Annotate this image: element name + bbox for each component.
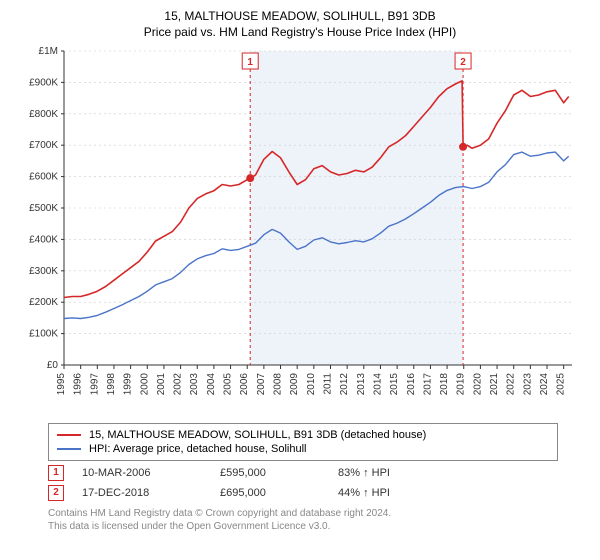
svg-text:£900K: £900K	[29, 77, 58, 88]
svg-text:2024: 2024	[539, 372, 550, 395]
chart-title-line2: Price paid vs. HM Land Registry's House …	[10, 25, 590, 39]
sale-marker-number: 2	[53, 487, 59, 498]
svg-text:2020: 2020	[472, 372, 483, 395]
legend-swatch	[57, 434, 81, 436]
legend-label: 15, MALTHOUSE MEADOW, SOLIHULL, B91 3DB …	[89, 429, 426, 441]
sale-pct: 44% ↑ HPI	[338, 487, 438, 499]
svg-text:2000: 2000	[139, 372, 150, 395]
sale-price: £595,000	[220, 467, 320, 479]
sale-pct: 83% ↑ HPI	[338, 467, 438, 479]
sale-row: 1 10-MAR-2006 £595,000 83% ↑ HPI	[48, 465, 590, 481]
svg-text:2019: 2019	[456, 372, 467, 395]
sale-row: 2 17-DEC-2018 £695,000 44% ↑ HPI	[48, 485, 590, 501]
svg-text:1999: 1999	[123, 372, 134, 395]
svg-text:2003: 2003	[189, 372, 200, 395]
legend-item: 15, MALTHOUSE MEADOW, SOLIHULL, B91 3DB …	[57, 428, 549, 442]
svg-text:2006: 2006	[239, 372, 250, 395]
legend-item: HPI: Average price, detached house, Soli…	[57, 442, 549, 456]
svg-text:2023: 2023	[522, 372, 533, 395]
chart-title-line1: 15, MALTHOUSE MEADOW, SOLIHULL, B91 3DB	[10, 8, 590, 25]
svg-text:£300K: £300K	[29, 266, 58, 277]
legend-swatch	[57, 448, 81, 450]
svg-text:£700K: £700K	[29, 140, 58, 151]
svg-text:1: 1	[247, 57, 253, 68]
svg-text:2009: 2009	[289, 372, 300, 395]
svg-text:£400K: £400K	[29, 234, 58, 245]
svg-text:£100K: £100K	[29, 328, 58, 339]
chart-plot-area: £0 £100K £200K £300K £400K £500K £600K £700K £80…	[20, 45, 580, 415]
footer-line: This data is licensed under the Open Gov…	[48, 520, 590, 533]
sale-marker-badge: 1	[48, 465, 64, 481]
sale-date: 17-DEC-2018	[82, 487, 202, 499]
svg-text:2013: 2013	[356, 372, 367, 395]
svg-text:2014: 2014	[372, 372, 383, 395]
sale-price: £695,000	[220, 487, 320, 499]
svg-text:£200K: £200K	[29, 297, 58, 308]
svg-text:2004: 2004	[206, 372, 217, 395]
svg-text:2001: 2001	[156, 372, 167, 395]
svg-text:£600K: £600K	[29, 171, 58, 182]
svg-text:2005: 2005	[223, 372, 234, 395]
legend: 15, MALTHOUSE MEADOW, SOLIHULL, B91 3DB …	[48, 423, 558, 461]
svg-text:2011: 2011	[322, 372, 333, 394]
legend-label: HPI: Average price, detached house, Soli…	[89, 443, 307, 455]
svg-text:2017: 2017	[422, 372, 433, 395]
svg-text:£0: £0	[47, 360, 59, 371]
svg-text:£1M: £1M	[39, 46, 58, 57]
svg-text:1998: 1998	[106, 372, 117, 395]
svg-text:2010: 2010	[306, 372, 317, 395]
svg-text:2021: 2021	[489, 372, 500, 395]
svg-text:2022: 2022	[506, 372, 517, 395]
svg-text:2012: 2012	[339, 372, 350, 395]
line-chart-svg: £0 £100K £200K £300K £400K £500K £600K £700K £80…	[20, 45, 580, 415]
svg-text:2018: 2018	[439, 372, 450, 395]
footer-line: Contains HM Land Registry data © Crown c…	[48, 507, 590, 520]
svg-text:1996: 1996	[73, 372, 84, 395]
svg-text:2007: 2007	[256, 372, 267, 395]
sale-marker-number: 1	[53, 467, 59, 478]
svg-text:2: 2	[460, 57, 466, 68]
svg-text:1995: 1995	[56, 372, 67, 395]
svg-text:£800K: £800K	[29, 109, 58, 120]
svg-text:1997: 1997	[89, 372, 100, 395]
svg-text:£500K: £500K	[29, 203, 58, 214]
sale-date: 10-MAR-2006	[82, 467, 202, 479]
chart-container: 15, MALTHOUSE MEADOW, SOLIHULL, B91 3DB …	[0, 0, 600, 560]
footer-attribution: Contains HM Land Registry data © Crown c…	[48, 507, 590, 533]
svg-text:2002: 2002	[173, 372, 184, 395]
sale-marker-badge: 2	[48, 485, 64, 501]
svg-text:2015: 2015	[389, 372, 400, 395]
svg-text:2008: 2008	[273, 372, 284, 395]
svg-text:2016: 2016	[406, 372, 417, 395]
svg-text:2025: 2025	[556, 372, 567, 395]
